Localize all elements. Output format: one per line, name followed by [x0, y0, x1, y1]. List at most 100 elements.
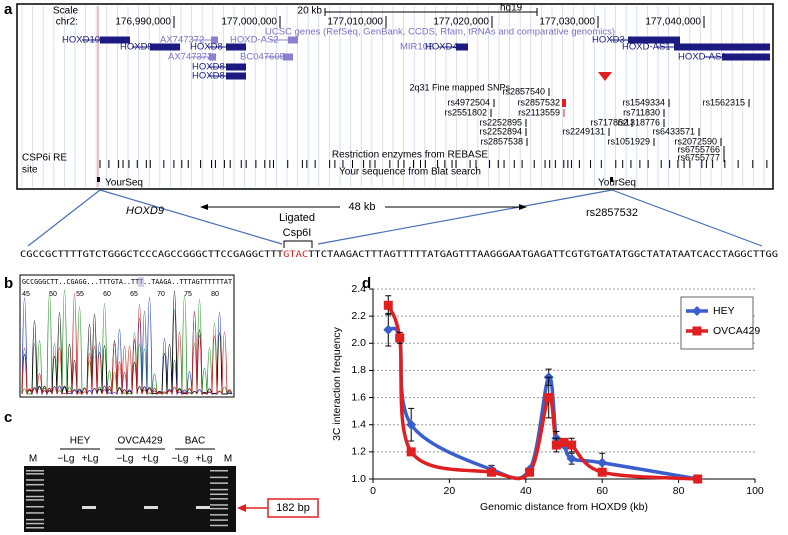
panel-a: Scale 20 kb hg19 chr2: 176,990,000 177,000,00… — [16, 3, 778, 260]
ladder-band — [210, 482, 228, 484]
gene-label: HOXD10 — [62, 35, 100, 46]
group-label: BAC — [185, 436, 206, 447]
re-label: CSP6i RE — [22, 153, 67, 164]
y-tick-label: 2.2 — [351, 310, 366, 322]
site-bracket — [283, 240, 313, 248]
marker — [406, 419, 417, 430]
marker — [395, 333, 405, 343]
marker — [693, 474, 703, 484]
gene-exon — [209, 53, 216, 61]
gene-label: AX747372 — [160, 35, 204, 46]
gene-exon — [226, 63, 246, 71]
gene-exon — [456, 43, 468, 51]
snp-label: rs2857538 — [480, 136, 523, 146]
panel-label: c — [4, 409, 12, 426]
marker — [692, 306, 702, 316]
lane-label: −Lg — [58, 454, 75, 465]
base-position: 80 — [211, 291, 219, 298]
product-band — [82, 506, 96, 509]
panel-c: HEY OVCA429 BAC M −Lg +Lg −Lg +Lg −Lg +Lg M 182 bp — [24, 436, 319, 532]
series-line — [386, 304, 698, 481]
blat-label: YourSeq — [105, 178, 143, 189]
product-band — [144, 506, 158, 509]
ladder-band — [210, 476, 228, 479]
snp-label: rs2113559 — [518, 107, 560, 117]
projection-line — [317, 189, 613, 245]
lane-label: +Lg — [196, 454, 213, 465]
blat-hit — [610, 177, 613, 182]
snp-label: rs2857540 — [502, 86, 545, 96]
x-axis-title: Genomic distance from HOXD9 (kb) — [480, 501, 648, 513]
chromatogram-frame — [19, 274, 235, 398]
scale-label: Scale — [53, 6, 78, 17]
snp-label: rs6755766 — [677, 144, 720, 154]
x-tick-label: 20 — [444, 485, 456, 497]
x-tick-label: 80 — [673, 485, 685, 497]
gene-label: HOXD3 — [592, 35, 625, 46]
base-position: 50 — [49, 291, 57, 298]
y-axis-title: 3C interaction frequency — [331, 326, 343, 441]
right-locus: rs2857532 — [586, 207, 638, 219]
genes-title: UCSC genes (RefSeq, GenBank, CCDS, Rfam,… — [265, 27, 615, 38]
panel-b: GCCGGGCTT..CGAGG...TTTGTA..TTT..TAAGA..T… — [19, 274, 235, 398]
gene-label: AX747372 — [168, 52, 212, 63]
ladder-band — [26, 473, 44, 475]
gene-label: MIR10B — [400, 42, 434, 53]
gene-label: HOXD-AS1 — [678, 52, 727, 63]
snp-label: rs1549334 — [622, 97, 665, 107]
blat-hit — [97, 177, 100, 182]
base-position: 70 — [157, 291, 165, 298]
group-label: HEY — [70, 436, 91, 447]
base-calls: GCCGGGCTT..CGAGG...TTTGTA..TTT..TAAGA..T… — [22, 278, 233, 286]
ladder-band — [26, 495, 44, 498]
band-label: 182 bp — [276, 502, 310, 514]
lane-label: −Lg — [117, 454, 134, 465]
marker — [525, 467, 535, 477]
ladder-band — [210, 498, 228, 500]
highlight-base — [138, 277, 144, 287]
scale-value: 20 kb — [298, 6, 323, 17]
snp-label: rs6433571 — [652, 126, 695, 136]
group-label: OVCA429 — [117, 436, 162, 447]
lane-label: −Lg — [172, 454, 189, 465]
ligated-label: Ligated — [279, 212, 315, 224]
ladder-band — [26, 489, 44, 492]
ladder-band — [26, 483, 44, 486]
marker — [597, 467, 607, 477]
projection-line — [99, 189, 283, 245]
snp-title: 2q31 Fine mapped SNPs — [409, 82, 510, 92]
ladder-band — [210, 488, 228, 491]
gene-exon — [674, 43, 770, 51]
snp-label: rs2252895 — [479, 117, 522, 127]
ladder-band — [26, 527, 44, 529]
lane-label: +Lg — [82, 454, 99, 465]
product-band — [196, 506, 210, 509]
trace — [21, 293, 233, 396]
legend-label: HEY — [713, 305, 735, 317]
band-box — [267, 498, 319, 518]
projection-line — [611, 189, 763, 247]
ladder-band — [26, 479, 44, 481]
gene-label: HOXD-AS2 — [230, 35, 279, 46]
snp-label: rs2551802 — [444, 107, 487, 117]
y-tick-label: 1.4 — [351, 418, 366, 430]
y-tick-label: 1.2 — [351, 446, 366, 458]
legend-label: OVCA429 — [713, 325, 760, 337]
lane-label: M — [224, 454, 232, 465]
arrow-head — [237, 504, 246, 512]
ladder-band — [26, 499, 44, 501]
ladder-band — [210, 493, 228, 496]
y-tick-label: 2.0 — [351, 337, 366, 349]
gene-exon — [628, 36, 680, 44]
marker — [486, 467, 496, 477]
snp-label: rs711830 — [623, 107, 660, 117]
position-label: 177,010,000 — [327, 17, 383, 28]
enzyme-label: Csp6I — [283, 227, 312, 239]
chrom-label: chr2: — [56, 17, 78, 28]
ladder-band — [26, 512, 44, 514]
gene-label: HOXD-AS1 — [622, 42, 671, 53]
x-tick-label: 60 — [596, 485, 608, 497]
panel-d: 1.0 1.2 1.4 1.6 1.8 2.0 2.2 2.4 0 20 40 60 80 100 Geno… — [331, 283, 764, 513]
base-position: 45 — [22, 291, 30, 298]
